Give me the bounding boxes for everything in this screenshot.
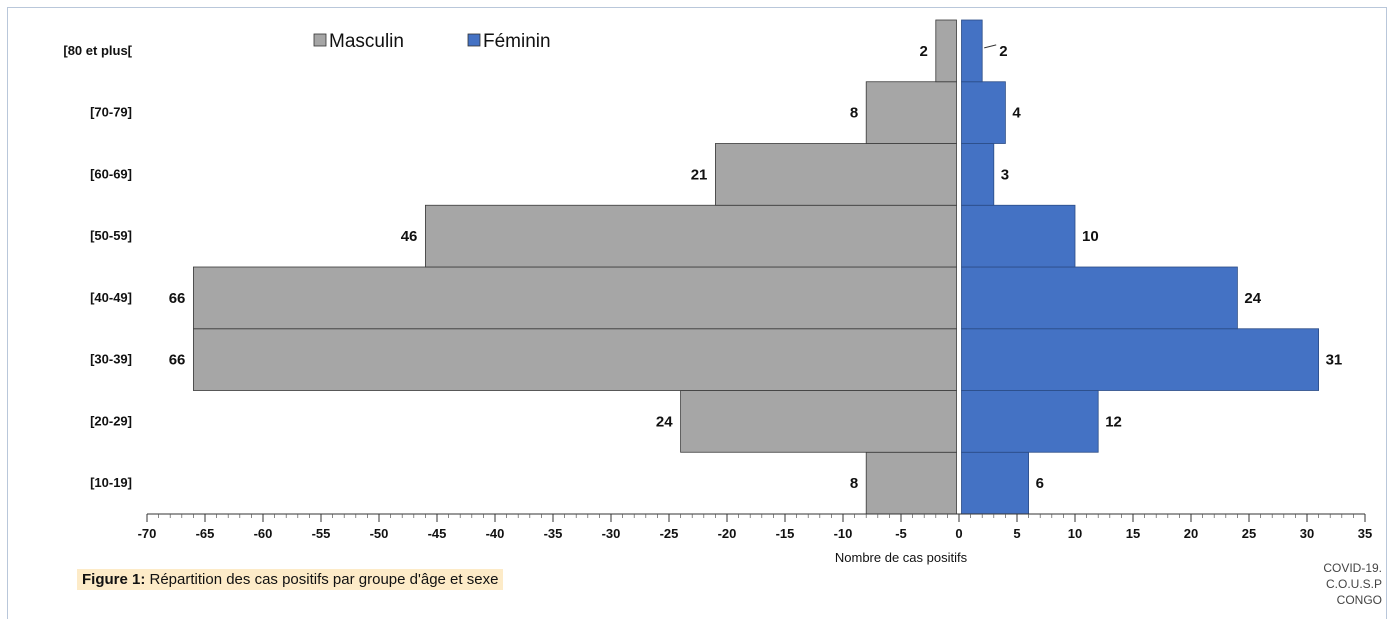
x-tick-label-2: -60 (254, 526, 273, 541)
source-credit: COVID-19. C.O.U.S.P CONGO (1262, 560, 1382, 608)
figure-frame (7, 7, 1387, 619)
data-label-masculin-3: 66 (169, 290, 186, 307)
data-label-masculin-0: 8 (850, 475, 858, 492)
category-label-1: [20-29] (90, 413, 132, 428)
x-tick-label-13: -5 (895, 526, 907, 541)
bar-masculin-0 (865, 451, 957, 515)
bar-masculin-5 (715, 143, 957, 206)
credit-line-3: CONGO (1336, 593, 1382, 607)
data-label-feminin-2: 31 (1326, 352, 1343, 369)
x-tick-label-20: 30 (1300, 526, 1314, 541)
figure-caption-text: Répartition des cas positifs par groupe … (145, 571, 499, 588)
category-label-0: [10-19] (90, 475, 132, 490)
bar-feminin-7 (961, 19, 983, 83)
data-label-feminin-5: 3 (1001, 166, 1009, 183)
bar-feminin-3 (961, 266, 1238, 330)
legend-masculin-swatch (313, 33, 327, 47)
x-tick-label-0: -70 (138, 526, 157, 541)
data-label-feminin-1: 12 (1105, 413, 1122, 430)
x-tick-label-16: 10 (1068, 526, 1082, 541)
category-label-5: [60-69] (90, 166, 132, 181)
x-tick-label-11: -15 (776, 526, 795, 541)
bar-feminin-6 (961, 81, 1006, 144)
x-tick-label-21: 35 (1358, 526, 1372, 541)
x-tick-label-7: -35 (544, 526, 563, 541)
x-tick-label-15: 5 (1013, 526, 1020, 541)
data-label-feminin-7: 2 (999, 43, 1007, 60)
bar-masculin-7 (935, 19, 957, 83)
legend-feminin-label: Féminin (483, 31, 551, 52)
x-tick-label-19: 25 (1242, 526, 1256, 541)
category-label-6: [70-79] (90, 105, 132, 120)
x-tick-label-3: -55 (312, 526, 331, 541)
data-label-feminin-3: 24 (1244, 290, 1261, 307)
legend-masculin-label: Masculin (329, 31, 404, 52)
x-tick-label-9: -25 (660, 526, 679, 541)
category-label-4: [50-59] (90, 228, 132, 243)
category-label-3: [40-49] (90, 290, 132, 305)
x-tick-label-6: -40 (486, 526, 505, 541)
credit-line-2: C.O.U.S.P (1325, 577, 1382, 591)
bar-masculin-4 (424, 204, 957, 268)
data-label-leader (984, 44, 997, 49)
bar-feminin-5 (961, 143, 995, 206)
x-tick-label-4: -50 (370, 526, 389, 541)
x-tick-label-1: -65 (196, 526, 215, 541)
bar-masculin-3 (192, 266, 957, 330)
figure-caption: Figure 1: Répartition des cas positifs p… (77, 569, 504, 590)
bar-masculin-6 (865, 81, 957, 144)
data-label-feminin-4: 10 (1082, 228, 1099, 245)
bar-masculin-1 (680, 390, 957, 453)
data-label-masculin-6: 8 (850, 105, 858, 122)
category-label-7: [80 et plus[ (63, 43, 132, 58)
data-label-masculin-1: 24 (656, 413, 673, 430)
data-label-feminin-6: 4 (1012, 105, 1021, 122)
x-tick-label-17: 15 (1126, 526, 1140, 541)
bar-feminin-4 (961, 204, 1076, 268)
bar-masculin-2 (192, 328, 957, 391)
credit-line-1: COVID-19. (1323, 561, 1382, 575)
data-label-masculin-2: 66 (169, 352, 186, 369)
x-axis-title: Nombre de cas positifs (835, 550, 968, 565)
legend-feminin-swatch (467, 33, 481, 47)
category-label-2: [30-39] (90, 352, 132, 367)
data-label-masculin-5: 21 (691, 166, 708, 183)
x-tick-label-14: 0 (955, 526, 962, 541)
bar-feminin-0 (961, 451, 1029, 515)
x-tick-label-12: -10 (834, 526, 853, 541)
x-tick-label-8: -30 (602, 526, 621, 541)
data-label-masculin-4: 46 (401, 228, 418, 245)
figure-caption-label: Figure 1: (82, 571, 146, 588)
data-label-masculin-7: 2 (919, 43, 927, 60)
x-tick-label-18: 20 (1184, 526, 1198, 541)
data-label-feminin-0: 6 (1036, 475, 1044, 492)
x-tick-label-5: -45 (428, 526, 447, 541)
x-tick-label-10: -20 (718, 526, 737, 541)
bar-feminin-1 (961, 390, 1099, 453)
bar-feminin-2 (961, 328, 1320, 391)
